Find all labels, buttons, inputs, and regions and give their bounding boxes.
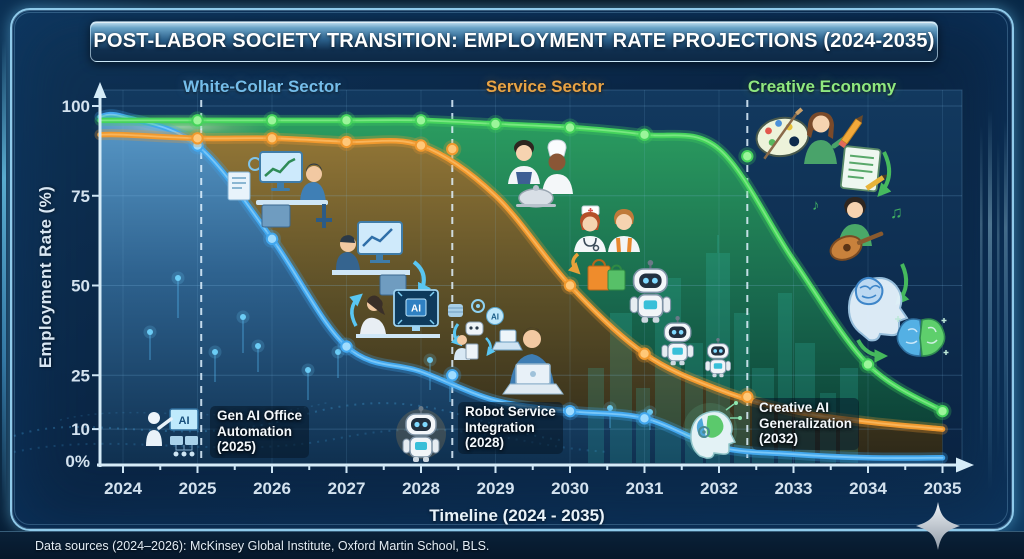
right-light-streaks-decoration (980, 110, 1007, 490)
edge-glow-decoration (2, 40, 6, 500)
document-and-pencil-icon (840, 145, 888, 193)
x-tick-label: 2028 (402, 479, 440, 498)
artist-with-pencil-illustration (804, 112, 863, 164)
sector-label-white-collar: White-Collar Sector (183, 77, 341, 96)
data-sources-text: Data sources (2024–2026): McKinsey Globa… (35, 539, 490, 553)
guitarist-illustration: ♪ ♫ (812, 197, 903, 261)
pencil-icon (838, 114, 863, 149)
ai-workflow-cluster-illustration: AI (448, 299, 523, 360)
worker-with-ai-monitor-illustration: AI (349, 289, 440, 338)
x-axis-title: Timeline (2024 - 2035) (429, 506, 605, 525)
sparkle-star-icon (916, 502, 960, 550)
head-with-brain-illustration (847, 276, 909, 342)
gen-ai-office-automation-icon: AI (146, 408, 199, 457)
guitar-icon (829, 231, 884, 261)
creative-flow-arrow-icon (856, 339, 889, 363)
dual-color-brain-icon (895, 316, 949, 357)
robot-service-integration-icon (396, 405, 446, 463)
music-note-icon: ♪ (812, 197, 820, 214)
ai-board-label: AI (179, 415, 190, 427)
y-tick-label: 75 (71, 187, 90, 206)
transition-arrow-icon (349, 293, 363, 327)
stethoscope-icon (583, 237, 597, 247)
data-point-markers (188, 111, 952, 428)
x-tick-label: 2025 (179, 479, 217, 498)
axes (92, 82, 974, 473)
shopping-bag-icon (587, 265, 611, 291)
creative-ai-generalization-icon (683, 401, 742, 459)
x-tick-label: 2030 (551, 479, 589, 498)
sector-label-creative: Creative Economy (747, 77, 897, 96)
person-at-laptop-illustration (502, 327, 564, 395)
ai-bubble-label: AI (491, 313, 499, 322)
axis-tick-labels: 0% 10 25 50 75 100 2024 2025 2026 2027 2028 2029 203… (62, 97, 962, 498)
ai-chip-label: AI (411, 304, 421, 315)
milestone-text: Creative AI Generalization (2032) (752, 398, 860, 450)
milestone-text: Robot Service Integration (2028) (458, 402, 563, 454)
page-title: POST-LABOR SOCIETY TRANSITION: EMPLOYMEN… (93, 30, 935, 52)
y-tick-label: 100 (62, 97, 90, 116)
milestone-text: Gen AI Office Automation (2025) (210, 406, 310, 458)
y-tick-label: 50 (71, 277, 90, 296)
artist-palette-icon (755, 107, 810, 160)
milestone-lines (200, 100, 749, 464)
sector-label-service: Service Sector (485, 77, 605, 96)
title-bar: POST-LABOR SOCIETY TRANSITION: EMPLOYMEN… (90, 21, 938, 62)
music-note-icon: ♫ (890, 203, 903, 222)
x-tick-label: 2029 (477, 479, 515, 498)
x-tick-label: 2035 (924, 479, 962, 498)
x-tick-label: 2026 (253, 479, 291, 498)
nurse-and-worker-illustration (567, 205, 640, 291)
x-tick-label: 2031 (626, 479, 664, 498)
office-worker-analytics-illustration (227, 151, 332, 228)
x-tick-label: 2027 (328, 479, 366, 498)
area-fill-0 (100, 114, 943, 465)
x-tick-label: 2034 (849, 479, 887, 498)
milestone-callout-gen-ai: AI Gen AI Office Automation (2025) (144, 406, 310, 464)
y-tick-label: 0% (65, 452, 90, 471)
x-tick-label: 2024 (104, 479, 142, 498)
y-axis-title: Employment Rate (%) (36, 185, 55, 369)
creative-flow-arrow-icon (877, 151, 892, 198)
milestone-callout-robot-service: Robot Service Integration (2028) (394, 402, 563, 466)
gear-icon (698, 426, 710, 438)
gear-icon (471, 299, 485, 313)
transition-arrow-icon (567, 252, 581, 275)
y-tick-label: 25 (71, 366, 90, 385)
chef-hat-icon (547, 139, 567, 157)
shopping-bag-icon (607, 269, 626, 291)
area-fills (100, 114, 943, 466)
data-sources-footer: Data sources (2024–2026): McKinsey Globa… (0, 531, 1024, 559)
y-tick-label: 10 (71, 420, 90, 439)
waitress-and-chef-illustration (508, 139, 573, 208)
x-tick-label: 2033 (775, 479, 813, 498)
milestone-callout-creative-ai: Creative AI Generalization (2032) (682, 398, 860, 460)
x-tick-label: 2032 (700, 479, 738, 498)
